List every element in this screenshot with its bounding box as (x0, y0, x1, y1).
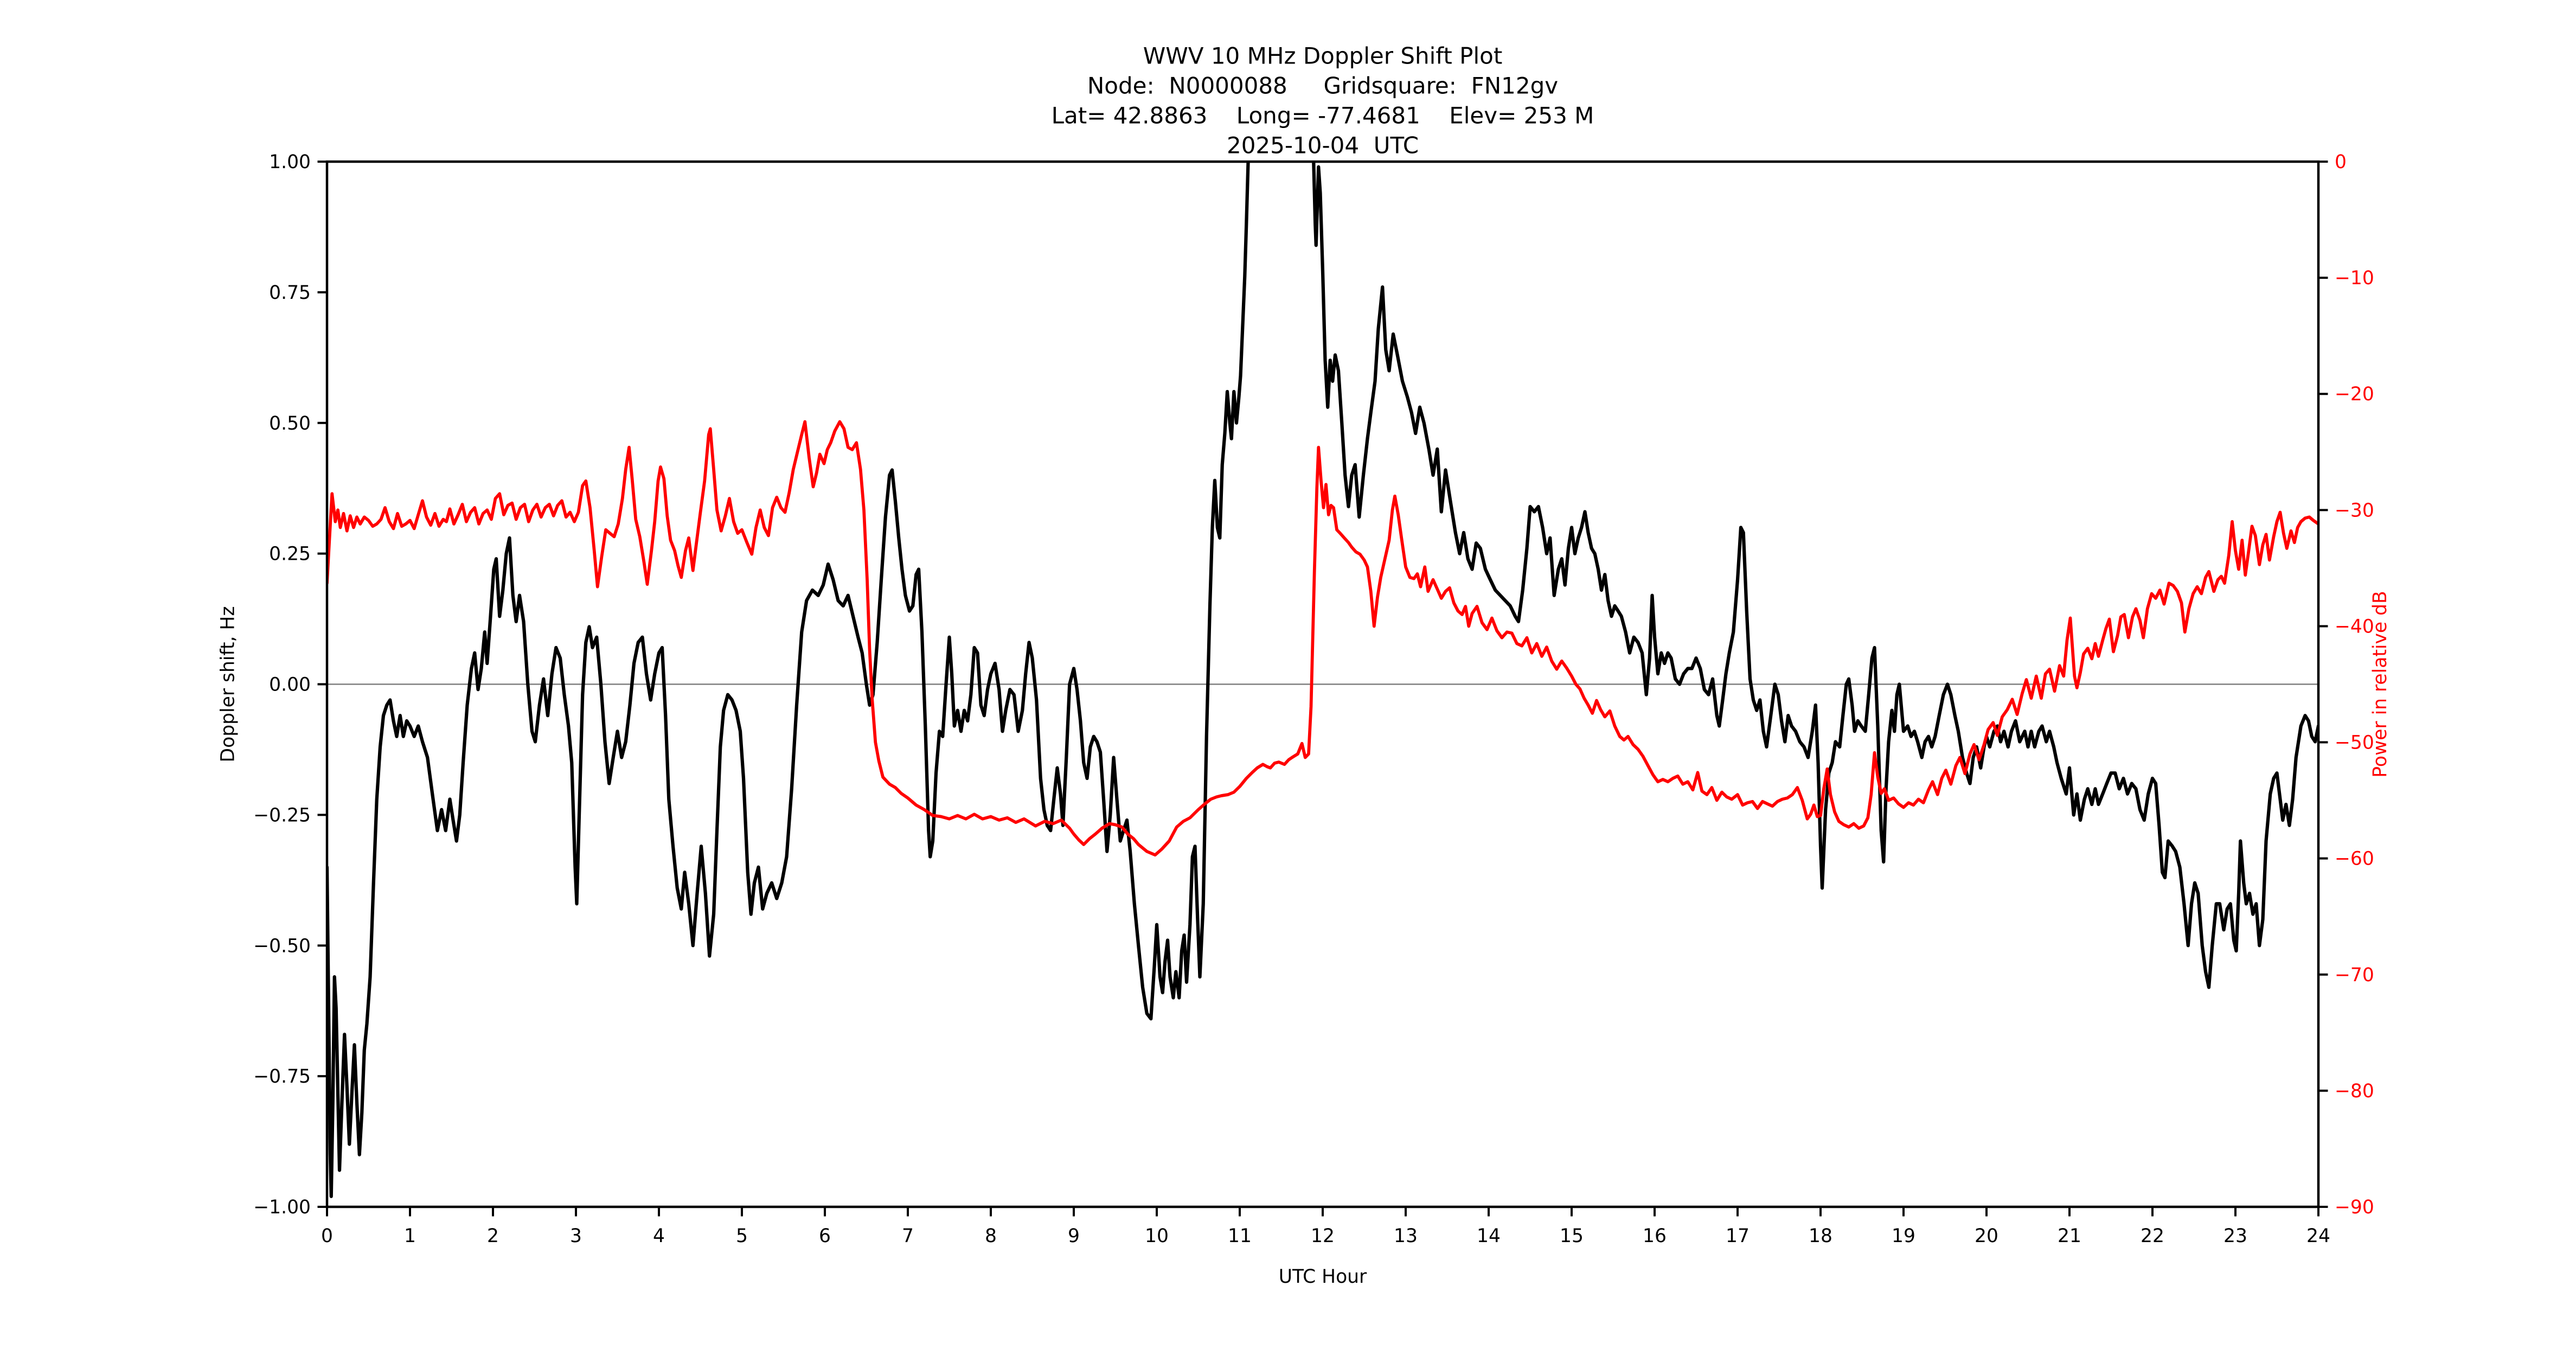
x-tick-label: 7 (902, 1225, 914, 1247)
x-tick-label: 10 (1145, 1225, 1169, 1247)
x-tick-label: 12 (1311, 1225, 1335, 1247)
y-left-tick-label: 0.50 (269, 413, 311, 434)
plot-title-line-2: Node: N0000088 Gridsquare: FN12gv (1087, 73, 1558, 99)
y-axis-label-left: Doppler shift, Hz (217, 606, 239, 763)
x-tick-label: 8 (985, 1225, 997, 1247)
series-doppler (326, 161, 2319, 1198)
x-tick-label: 19 (1892, 1225, 1915, 1247)
title-block: WWV 10 MHz Doppler Shift Plot Node: N000… (1052, 43, 1594, 159)
x-tick-label: 18 (1809, 1225, 1832, 1247)
y-right-tick-label: −40 (2335, 616, 2374, 637)
x-tick-label: 1 (404, 1225, 416, 1247)
y-right-tick-label: −50 (2335, 732, 2374, 754)
y-right-tick-label: −30 (2335, 500, 2374, 521)
y-left-tick-label: 1.00 (269, 151, 311, 173)
x-tick-label: 4 (653, 1225, 665, 1247)
y-left-tick-label: 0.25 (269, 543, 311, 565)
y-right-tick-label: −60 (2335, 848, 2374, 870)
x-tick-label: 16 (1643, 1225, 1667, 1247)
series-power (326, 420, 2319, 857)
y-right-tick-label: −80 (2335, 1080, 2374, 1102)
y-left-tick-label: 0.00 (269, 674, 311, 696)
x-tick-label: 14 (1477, 1225, 1501, 1247)
x-tick-label: 20 (1975, 1225, 1998, 1247)
x-tick-label: 23 (2223, 1225, 2247, 1247)
x-tick-label: 9 (1068, 1225, 1080, 1247)
plot-title-line-4: 2025-10-04 UTC (1227, 132, 1419, 159)
y-left-tick-label: −0.25 (253, 804, 311, 826)
y-axis-label-right: Power in relative dB (2369, 591, 2391, 777)
x-tick-label: 6 (819, 1225, 831, 1247)
y-right-tick-label: −20 (2335, 383, 2374, 405)
x-tick-label: 11 (1228, 1225, 1252, 1247)
plot-area: 0 1 2 3 4 5 6 7 8 9 10 11 12 13 14 15 16 17 18 19 20 21 22 23 24… (253, 151, 2374, 1247)
y-left-tick-label: 0.75 (269, 282, 311, 304)
y-left-tick-label: −0.75 (253, 1066, 311, 1088)
y-left-tick-label: −1.00 (253, 1197, 311, 1218)
x-tick-label: 13 (1394, 1225, 1418, 1247)
x-tick-label: 15 (1560, 1225, 1584, 1247)
x-tick-label: 3 (570, 1225, 582, 1247)
y-left-tick-label: −0.50 (253, 935, 311, 957)
x-tick-label: 24 (2306, 1225, 2330, 1247)
x-tick-label: 21 (2058, 1225, 2081, 1247)
plot-title-line-3: Lat= 42.8863 Long= -77.4681 Elev= 253 M (1052, 103, 1594, 129)
x-tick-label: 5 (736, 1225, 748, 1247)
plot-title-line-1: WWV 10 MHz Doppler Shift Plot (1143, 43, 1503, 69)
x-axis-label: UTC Hour (1279, 1266, 1367, 1288)
x-tick-label: 2 (487, 1225, 499, 1247)
x-tick-label: 17 (1726, 1225, 1750, 1247)
y-right-tick-label: −10 (2335, 267, 2374, 289)
y-right-tick-label: 0 (2335, 151, 2347, 173)
y-right-tick-label: −90 (2335, 1197, 2374, 1218)
y-right-tick-label: −70 (2335, 964, 2374, 986)
x-tick-label: 22 (2141, 1225, 2164, 1247)
x-tick-label: 0 (321, 1225, 333, 1247)
